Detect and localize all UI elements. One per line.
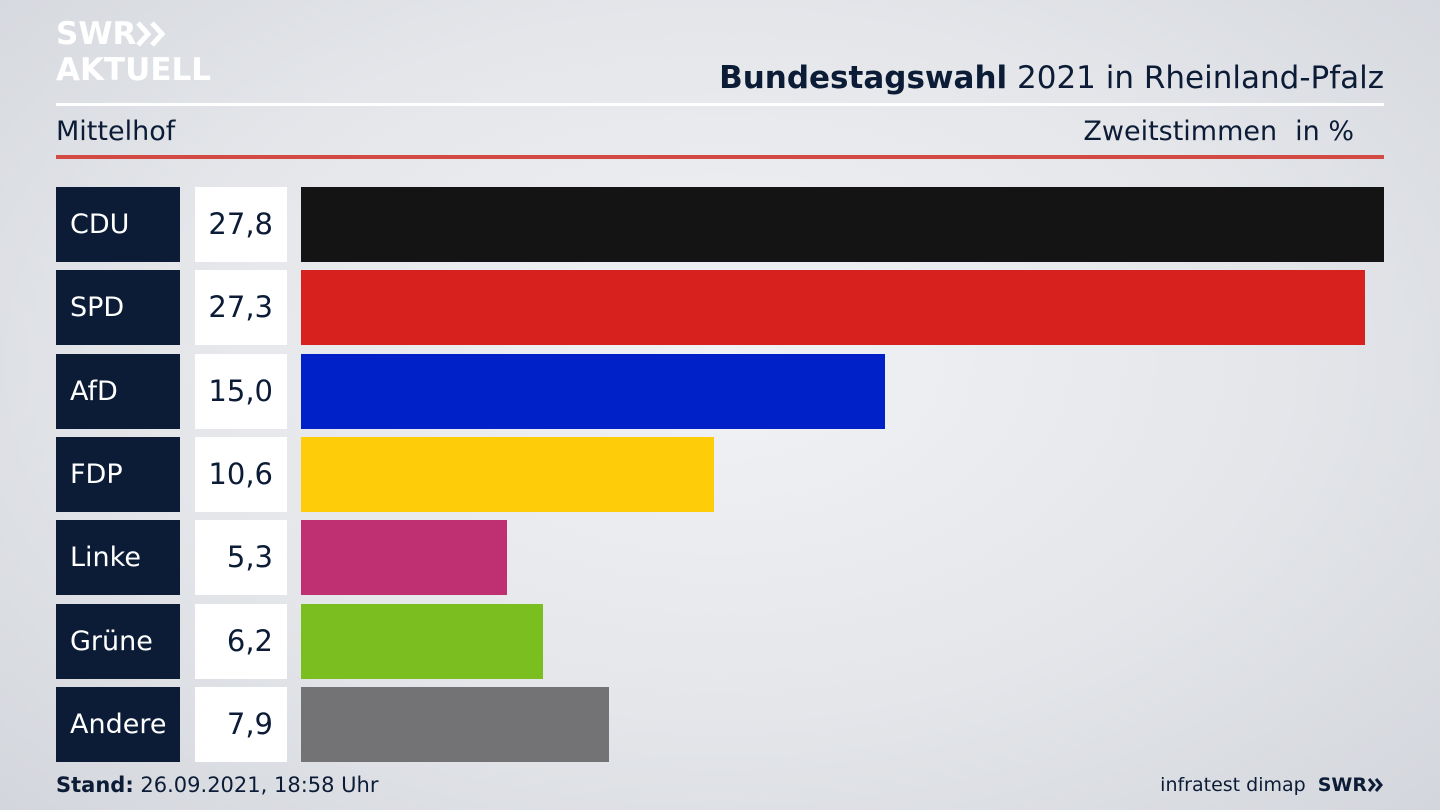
- chart-row: FDP 10,6: [56, 437, 1384, 512]
- chart-row: CDU 27,8: [56, 187, 1384, 262]
- source-label: infratest dimap: [1160, 774, 1306, 796]
- swr-aktuell-logo: SWR AKTUELL: [56, 16, 226, 88]
- measure-label: Zweitstimmen in %: [1083, 114, 1354, 150]
- timestamp: Stand: 26.09.2021, 18:58 Uhr: [56, 770, 379, 800]
- measure-name: Zweitstimmen: [1083, 116, 1278, 147]
- party-label: Grüne: [56, 604, 180, 679]
- chevron-icon: [1367, 778, 1383, 792]
- party-label: SPD: [56, 270, 180, 345]
- location-label: Mittelhof: [56, 116, 176, 147]
- logo-aktuell-text: AKTUELL: [56, 52, 212, 88]
- double-chevron-icon: [136, 21, 166, 47]
- bar: [301, 520, 507, 595]
- chart-row: Andere 7,9: [56, 687, 1384, 762]
- chart-row: Linke 5,3: [56, 520, 1384, 595]
- chart-row: Grüne 6,2: [56, 604, 1384, 679]
- value-label: 5,3: [195, 520, 287, 595]
- bar: [301, 354, 885, 429]
- source-credit: infratest dimap SWR: [1160, 770, 1384, 800]
- value-label: 27,3: [195, 270, 287, 345]
- swr-brand-text: SWR: [1317, 774, 1367, 796]
- timestamp-label: Stand:: [56, 773, 134, 797]
- bar: [301, 437, 714, 512]
- chart-title: Bundestagswahl 2021 in Rheinland-Pfalz: [719, 58, 1384, 98]
- value-label: 10,6: [195, 437, 287, 512]
- value-label: 6,2: [195, 604, 287, 679]
- chart-title-bold: Bundestagswahl: [719, 60, 1008, 96]
- party-label: FDP: [56, 437, 180, 512]
- bar: [301, 270, 1365, 345]
- bar: [301, 687, 609, 762]
- header-divider: [56, 103, 1384, 106]
- value-label: 15,0: [195, 354, 287, 429]
- party-label: Linke: [56, 520, 180, 595]
- logo-swr-text: SWR: [56, 16, 137, 52]
- bar: [301, 604, 543, 679]
- timestamp-value: 26.09.2021, 18:58 Uhr: [133, 773, 379, 797]
- chart-title-rest: 2021 in Rheinland-Pfalz: [1007, 60, 1384, 96]
- value-label: 27,8: [195, 187, 287, 262]
- value-label: 7,9: [195, 687, 287, 762]
- party-label: AfD: [56, 354, 180, 429]
- accent-divider: [56, 155, 1384, 159]
- unit-label: in %: [1295, 116, 1354, 147]
- party-label: CDU: [56, 187, 180, 262]
- party-label: Andere: [56, 687, 180, 762]
- bar: [301, 187, 1384, 262]
- chart-row: AfD 15,0: [56, 354, 1384, 429]
- chart-row: SPD 27,3: [56, 270, 1384, 345]
